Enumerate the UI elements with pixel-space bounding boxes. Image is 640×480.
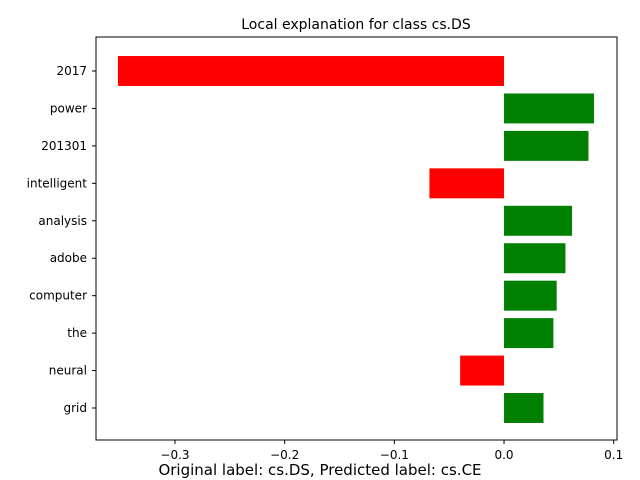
bars-group bbox=[117, 56, 594, 423]
x-tick-label: 0.0 bbox=[494, 448, 513, 462]
x-tick-label: 0.1 bbox=[604, 448, 623, 462]
x-axis: −0.3 −0.2 −0.1 0.0 0.1 bbox=[160, 440, 623, 462]
y-tick-label: analysis bbox=[38, 214, 87, 228]
y-tick-label: 2017 bbox=[56, 64, 87, 78]
bar-intelligent bbox=[429, 168, 505, 199]
bar-grid bbox=[504, 393, 544, 423]
chart-caption: Original label: cs.DS, Predicted label: … bbox=[158, 461, 481, 479]
x-tick-label: −0.2 bbox=[270, 448, 299, 462]
y-tick-label: the bbox=[67, 326, 87, 340]
y-tick-label: adobe bbox=[50, 251, 87, 265]
y-tick-label: grid bbox=[63, 401, 87, 415]
x-tick-label: −0.3 bbox=[160, 448, 189, 462]
x-tick-label: −0.1 bbox=[380, 448, 409, 462]
bar-201301 bbox=[504, 130, 589, 161]
y-tick-label: neural bbox=[49, 364, 87, 378]
plot-frame bbox=[95, 36, 618, 441]
bar-the bbox=[504, 318, 554, 349]
bar-analysis bbox=[504, 205, 573, 236]
bar-adobe bbox=[504, 243, 566, 274]
y-tick-label: power bbox=[50, 101, 87, 115]
y-axis: 2017 power 201301 intelligent analysis adobe c… bbox=[27, 64, 96, 415]
y-tick-label: computer bbox=[29, 289, 87, 303]
bar-power bbox=[504, 93, 594, 124]
bar-computer bbox=[504, 280, 557, 311]
y-tick-label: intelligent bbox=[27, 176, 88, 190]
bar-neural bbox=[460, 355, 505, 386]
chart-title: Local explanation for class cs.DS bbox=[241, 17, 471, 33]
y-tick-label: 201301 bbox=[41, 139, 87, 153]
bar-2017 bbox=[117, 56, 505, 86]
